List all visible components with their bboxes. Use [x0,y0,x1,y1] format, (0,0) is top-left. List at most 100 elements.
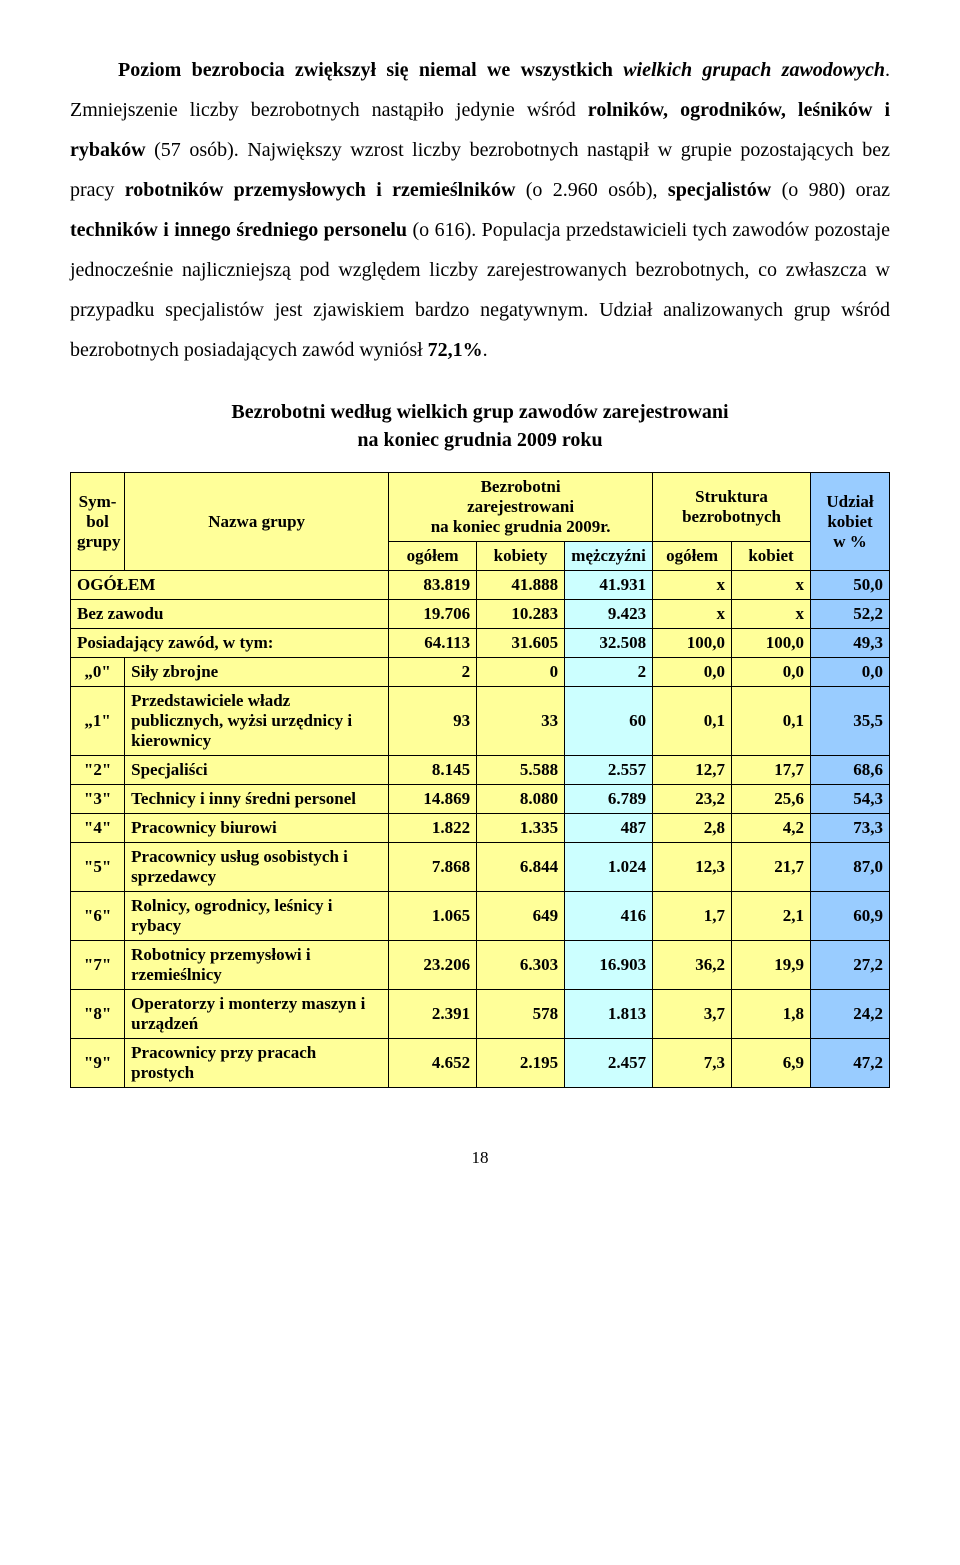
th-text: Udział [826,492,873,511]
cell-value: 7.868 [389,843,477,892]
table-row: „0"Siły zbrojne2020,00,00,0 [71,658,890,687]
cell-name: Technicy i inny średni personel [125,785,389,814]
cell-value: 0,1 [653,687,732,756]
cell-name: Rolnicy, ogrodnicy, leśnicy i rybacy [125,892,389,941]
cell-value: 23,2 [653,785,732,814]
cell-name: Specjaliści [125,756,389,785]
cell-value: 0 [477,658,565,687]
table-row: "2"Specjaliści8.1455.5882.55712,717,768,… [71,756,890,785]
cell-value: 100,0 [653,629,732,658]
cell-value: 21,7 [732,843,811,892]
th-sub: ogółem [389,542,477,571]
cell-value: 87,0 [810,843,889,892]
th-sub: ogółem [653,542,732,571]
cell-name: Pracownicy usług osobistych i sprzedawcy [125,843,389,892]
para-text: (o 980) oraz [771,179,890,201]
cell-value: 41.931 [565,571,653,600]
cell-value: 649 [477,892,565,941]
cell-value: 54,3 [810,785,889,814]
th-text: zarejestrowani [467,497,574,516]
para-text: wielkich grupach zawodowych [623,59,885,81]
cell-value: 2,8 [653,814,732,843]
cell-value: 487 [565,814,653,843]
cell-value: 52,2 [810,600,889,629]
table-row: „1"Przedstawiciele władz publicznych, wy… [71,687,890,756]
cell-value: 12,3 [653,843,732,892]
cell-value: 25,6 [732,785,811,814]
cell-value: 12,7 [653,756,732,785]
th-text: Struktura [695,487,768,506]
cell-value: 36,2 [653,941,732,990]
cell-value: 1.335 [477,814,565,843]
th-bezrobotni: Bezrobotni zarejestrowani na koniec grud… [389,473,653,542]
cell-value: 2.557 [565,756,653,785]
table-title-line: Bezrobotni według wielkich grup zawodów … [231,401,728,423]
table-row: "4"Pracownicy biurowi1.8221.3354872,84,2… [71,814,890,843]
cell-value: 4.652 [389,1039,477,1088]
table-head: Sym­bol grupy Nazwa grupy Bezrobotni zar… [71,473,890,571]
cell-value: 6.789 [565,785,653,814]
cell-name: Pracownicy przy pracach prostych [125,1039,389,1088]
th-name: Nazwa grupy [125,473,389,571]
cell-value: 16.903 [565,941,653,990]
cell-name: Pracownicy biurowi [125,814,389,843]
cell-value: x [653,571,732,600]
cell-value: 24,2 [810,990,889,1039]
cell-value: x [653,600,732,629]
cell-value: 10.283 [477,600,565,629]
cell-symbol: "3" [71,785,125,814]
cell-value: 7,3 [653,1039,732,1088]
cell-value: 17,7 [732,756,811,785]
cell-value: 49,3 [810,629,889,658]
th-sub: kobiet [732,542,811,571]
cell-symbol: "5" [71,843,125,892]
th-struktura: Struktura bezrobotnych [653,473,811,542]
cell-value: 9.423 [565,600,653,629]
cell-value: 0,0 [653,658,732,687]
cell-name: Robotnicy przemysłowi i rzemieślnicy [125,941,389,990]
th-sub: kobiety [477,542,565,571]
cell-value: 60,9 [810,892,889,941]
cell-symbol: "8" [71,990,125,1039]
body-paragraph: Poziom bezrobocia zwiększył się niemal w… [70,50,890,370]
cell-value: 2,1 [732,892,811,941]
cell-value: 1.822 [389,814,477,843]
cell-value: 33 [477,687,565,756]
cell-value: 83.819 [389,571,477,600]
para-text: . [483,339,488,361]
cell-symbol: "6" [71,892,125,941]
th-text: kobiet [827,512,872,531]
para-text: 72,1% [428,339,483,361]
table-row: OGÓŁEM83.81941.88841.931xx50,0 [71,571,890,600]
para-text: (o 2.960 osób), [515,179,667,201]
cell-value: x [732,571,811,600]
cell-value: 19,9 [732,941,811,990]
cell-name: Przedstawiciele władz publicznych, wyżsi… [125,687,389,756]
cell-value: 1.024 [565,843,653,892]
cell-value: 0,0 [810,658,889,687]
para-text: specjalistów [668,179,771,201]
para-text: robotników przemysłowych i rzemieślników [125,179,516,201]
table-row: "7"Robotnicy przemysłowi i rzemieślnicy2… [71,941,890,990]
cell-name: Posiadający zawód, w tym: [71,629,389,658]
th-udzial: Udział kobiet w % [810,473,889,571]
cell-value: 8.080 [477,785,565,814]
cell-value: 1.065 [389,892,477,941]
cell-value: 2.391 [389,990,477,1039]
cell-value: 5.588 [477,756,565,785]
cell-value: 32.508 [565,629,653,658]
para-text: Poziom bezrobocia zwiększył się niemal w… [118,59,623,81]
cell-value: 23.206 [389,941,477,990]
table-title-line: na koniec grudnia 2009 roku [357,429,602,451]
cell-value: 93 [389,687,477,756]
cell-value: 35,5 [810,687,889,756]
cell-symbol: „1" [71,687,125,756]
cell-symbol: "2" [71,756,125,785]
cell-value: 19.706 [389,600,477,629]
table-row: "8"Operatorzy i monterzy maszyn i urządz… [71,990,890,1039]
cell-value: 4,2 [732,814,811,843]
cell-value: 68,6 [810,756,889,785]
cell-value: 8.145 [389,756,477,785]
table-row: Bez zawodu19.70610.2839.423xx52,2 [71,600,890,629]
cell-name: OGÓŁEM [71,571,389,600]
